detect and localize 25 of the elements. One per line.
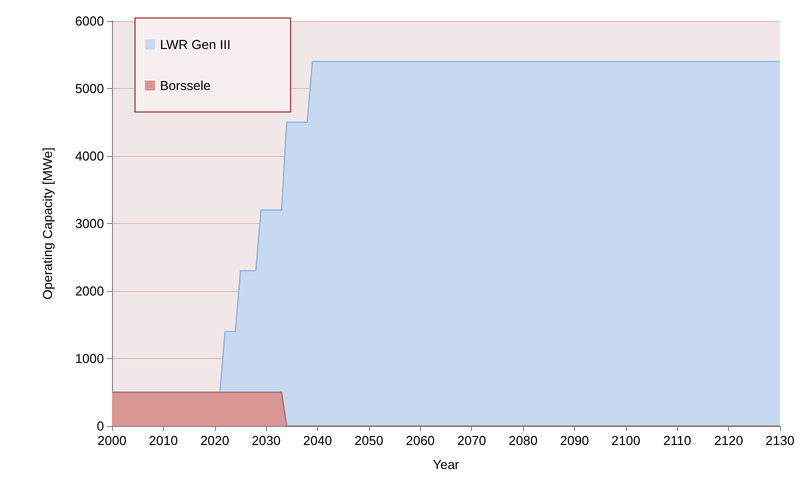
x-tick-label: 2030 (252, 433, 281, 448)
x-tick-label: 2010 (148, 433, 178, 448)
x-tick-label: 2020 (200, 433, 230, 448)
y-tick-label: 0 (96, 418, 104, 434)
y-axis-title: Operating Capacity [MWe] (40, 147, 55, 300)
x-tick-label: 2090 (560, 433, 589, 448)
y-tick-label: 1000 (75, 351, 104, 366)
x-tick-label: 2050 (354, 433, 384, 448)
y-tick-label: 2000 (75, 284, 104, 298)
y-tick-label: 3000 (75, 216, 104, 231)
x-axis-title: Year (432, 457, 460, 472)
x-tick-label: 2120 (714, 433, 744, 448)
x-tick-label: 2130 (766, 433, 794, 448)
x-tick-label: 2110 (663, 433, 692, 448)
x-tick-label: 2000 (98, 433, 126, 448)
x-tick-label: 2080 (508, 433, 538, 448)
legend-label: LWR Gen III (160, 37, 231, 52)
x-tick-label: 2060 (406, 433, 435, 448)
x-tick-label: 2070 (457, 433, 486, 448)
x-tick-label: 2100 (611, 433, 640, 448)
x-tick-label: 2040 (303, 433, 332, 448)
legend-label: Borssele (160, 78, 211, 93)
y-tick-label: 6000 (75, 14, 104, 28)
y-tick-label: 5000 (75, 81, 104, 96)
y-tick-label: 4000 (75, 148, 104, 164)
